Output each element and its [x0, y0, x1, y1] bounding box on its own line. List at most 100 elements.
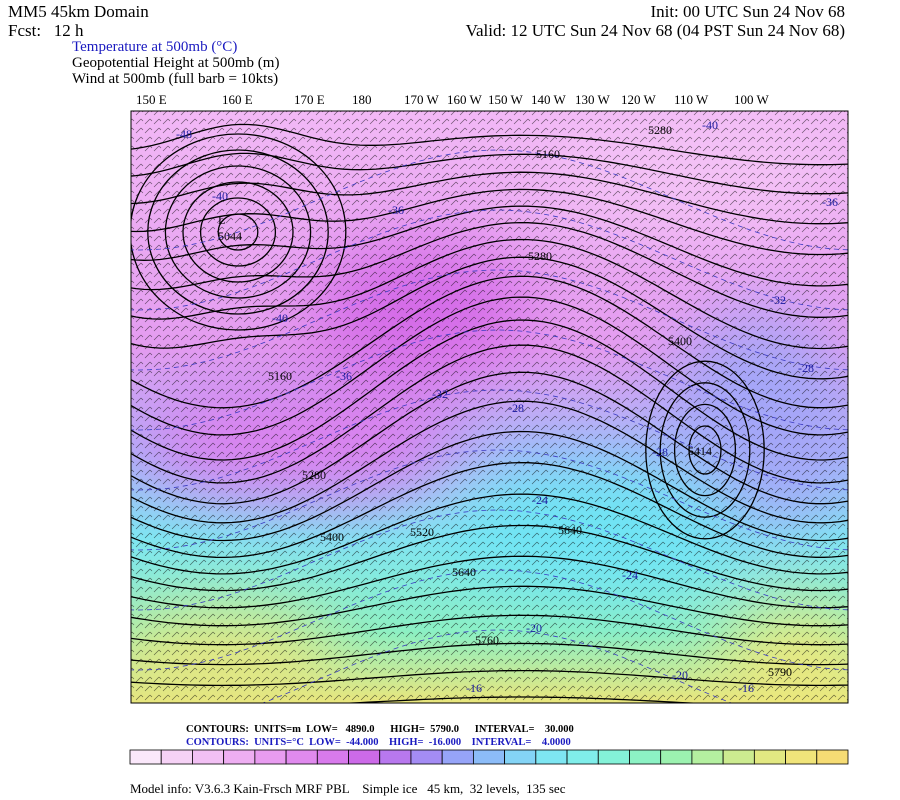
colorbar-swatch: [597, 749, 630, 765]
height-contour: [131, 256, 848, 380]
height-label: 5400: [320, 530, 344, 544]
colorbar-swatch: [504, 749, 537, 765]
temperature-label: -28: [798, 361, 814, 375]
height-label: 5280: [648, 123, 672, 137]
colorbar-swatch: [566, 749, 599, 765]
temperature-label: -16: [466, 681, 482, 695]
temperature-label: -28: [508, 401, 524, 415]
height-contour: [131, 123, 848, 166]
height-contour: [338, 696, 704, 703]
height-contour: [659, 382, 751, 518]
temperature-label: -48: [176, 127, 192, 141]
longitude-label: 160 E: [222, 92, 253, 107]
height-contour: [131, 275, 848, 409]
init-time: Init: 00 UTC Sun 24 Nov 68: [650, 2, 845, 21]
height-label: 5760: [475, 633, 499, 647]
temperature-label: -20: [672, 668, 688, 682]
height-label: 5414: [688, 444, 712, 458]
field-name: Wind at 500mb (full barb = 10kts): [72, 71, 278, 87]
height-contour: [164, 165, 312, 299]
colorbar-swatch: [223, 749, 256, 765]
longitude-label: 150 E: [136, 92, 167, 107]
temperature-label: -20: [526, 621, 542, 635]
longitude-label: 160 W: [447, 92, 483, 107]
temperature-label: -24: [532, 493, 548, 507]
height-contour: [131, 171, 848, 225]
height-contour: [131, 614, 848, 646]
colorbar-swatch: [753, 749, 786, 765]
height-label: 5640: [452, 565, 476, 579]
height-contour: [131, 642, 848, 666]
height-contour: [131, 669, 848, 687]
colorbar-swatch: [660, 749, 693, 765]
map: [131, 111, 848, 703]
temperature-label: -40: [212, 189, 228, 203]
height-contour: [131, 461, 848, 559]
contour-labels: -48 L 5044 -40 -40 5160 5160 5280 5280 5…: [176, 118, 838, 695]
low-marker: L: [218, 213, 225, 227]
longitude-label: 170 E: [294, 92, 325, 107]
height-contour: [131, 430, 848, 542]
colorbar-swatch: [285, 749, 318, 765]
colorbar-swatch: [254, 749, 287, 765]
temperature-label: -24: [622, 568, 638, 582]
height-contour: [131, 493, 848, 575]
height-contour-info: CONTOURS: UNITS=m LOW= 4890.0 HIGH= 5790…: [186, 724, 574, 735]
height-contour: [673, 403, 737, 497]
longitude-label: 130 W: [575, 92, 611, 107]
domain-title: MM5 45km Domain: [8, 2, 149, 21]
height-contour: [182, 181, 294, 283]
colorbar-swatch: [441, 749, 474, 765]
colorbar-swatch: [192, 749, 225, 765]
temperature-label: -32: [432, 387, 448, 401]
temperature-label: -40: [272, 311, 288, 325]
height-contour: [131, 221, 848, 318]
colorbar-swatch: [722, 749, 755, 765]
height-contour: [131, 152, 848, 195]
model-info: Model info: V3.6.3 Kain-Frsch MRF PBL Si…: [130, 781, 566, 796]
forecast-hour: Fcst: 12 h: [8, 21, 84, 40]
colorbar-swatch: [472, 749, 506, 765]
height-contour: [131, 238, 848, 350]
colorbar-swatch: [379, 749, 412, 765]
height-label: 5280: [302, 468, 326, 482]
colorbar-swatch: [316, 749, 349, 765]
longitude-label: 100 W: [734, 92, 770, 107]
temperature-label: -16: [738, 681, 754, 695]
height-contour: [131, 296, 848, 436]
height-contour: [688, 425, 722, 475]
colorbar-swatch: [160, 749, 193, 765]
colorbar-swatch: [535, 749, 568, 765]
colorbar-swatch: [348, 749, 381, 765]
longitude-label: 150 W: [488, 92, 524, 107]
longitude-label: 140 W: [531, 92, 567, 107]
longitude-label: 120 W: [621, 92, 657, 107]
height-contour: [131, 133, 347, 331]
height-label: 5160: [536, 147, 560, 161]
height-contour: [131, 205, 848, 287]
temperature-label: -36: [388, 203, 404, 217]
height-contour: [131, 524, 848, 592]
temperature-label: -36: [822, 195, 838, 209]
height-label: 5280: [528, 249, 552, 263]
height-contour: [131, 400, 848, 524]
temperature-label: -40: [702, 118, 718, 132]
height-label: 5044: [218, 229, 242, 243]
colorbar-swatch: [629, 749, 662, 765]
colorbar: [129, 749, 849, 765]
field-name: Temperature at 500mb (°C): [72, 39, 237, 55]
temperature-label: -32: [770, 293, 786, 307]
height-label: 5790: [768, 665, 792, 679]
colorbar-swatch: [816, 749, 849, 765]
height-contour: [131, 371, 848, 505]
height-label: 5160: [268, 369, 292, 383]
height-contour: [147, 149, 329, 315]
height-label: 5520: [410, 525, 434, 539]
height-contour: [131, 555, 848, 609]
height-contour: [131, 585, 848, 627]
field-name: Geopotential Height at 500mb (m): [72, 55, 279, 71]
height-label: 5640: [558, 523, 582, 537]
height-contour: [645, 360, 765, 540]
colorbar-swatch: [691, 749, 724, 765]
